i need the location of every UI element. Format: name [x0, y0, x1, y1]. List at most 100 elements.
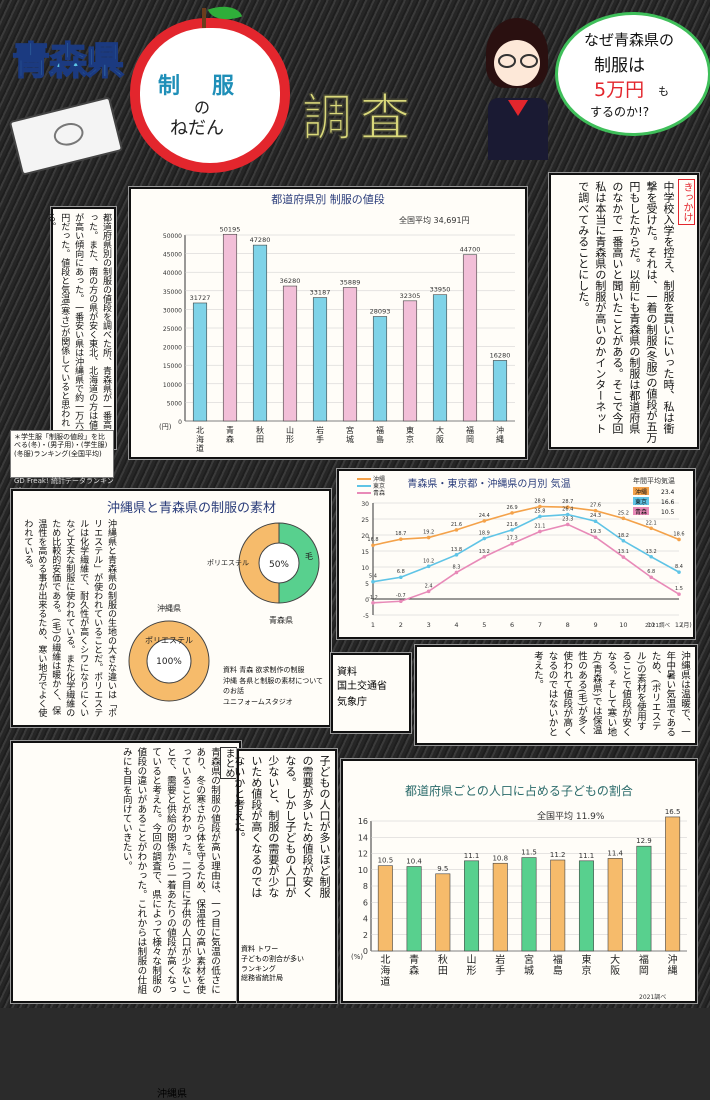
series-point	[482, 519, 487, 523]
okinawa-material: ポリエステル	[145, 636, 193, 645]
point-label: -1.2	[368, 595, 378, 601]
matome-text: 青森県の制服の値段が高い理由は、一つ目に気温の低さにあり、冬の寒さから体を守るた…	[120, 747, 220, 994]
bar-value-label: 44700	[460, 246, 481, 254]
aomori-pct: 50%	[269, 560, 289, 570]
y-tick-label: 12	[358, 850, 368, 859]
y-tick-label: 10	[358, 866, 368, 875]
point-label: 18.7	[395, 531, 406, 537]
avg-legend-name: 青森	[635, 508, 647, 516]
avg-legend-value: 23.4	[661, 489, 675, 496]
x-tick-label: 3	[427, 621, 431, 629]
bar	[435, 873, 451, 952]
series-point	[593, 535, 598, 540]
category-label: 宮城	[524, 953, 534, 977]
bar	[492, 862, 508, 952]
y-tick-label: 16	[358, 817, 368, 826]
bar	[252, 244, 268, 422]
note-price-text: 都道府県別の制服の値段を調べた所、青森県が一番高かった。また、南の方の県が安く東…	[45, 213, 111, 438]
series-point	[371, 543, 375, 548]
bar	[578, 860, 594, 952]
y-tick-label: 45000	[163, 252, 182, 259]
okinawa-name: 沖縄県	[157, 603, 181, 613]
point-label: 27.6	[590, 503, 601, 509]
series-point	[399, 575, 403, 580]
chosa-title: 調査	[301, 88, 418, 148]
material-okinawa-label: 沖縄県	[157, 1089, 187, 1100]
point-label: 25.2	[618, 510, 629, 516]
series-point	[565, 512, 570, 517]
series-point	[482, 554, 487, 559]
material-title: 沖縄県と青森県の制服の素材	[107, 501, 277, 516]
y-tick-label: 20	[361, 533, 369, 540]
y-tick-label: 20000	[163, 345, 182, 352]
y-tick-label: 0	[178, 419, 182, 426]
point-label: 26.4	[562, 507, 573, 513]
aomori-name: 青森県	[269, 615, 293, 625]
y-tick-label: 5	[365, 581, 369, 588]
series-point	[621, 516, 626, 521]
bar-value-label: 50195	[220, 225, 241, 233]
y-tick-label: 4	[363, 915, 368, 924]
okinawa-pie-hole	[146, 638, 192, 684]
series-point	[371, 601, 375, 605]
category-label: 北海道	[380, 954, 390, 988]
children-src3: ランキング	[241, 964, 276, 973]
avg-legend-swatch	[633, 507, 649, 515]
y-tick-label: 5000	[167, 400, 182, 407]
y-tick-label: 35000	[163, 289, 182, 296]
series-point	[510, 528, 514, 532]
aomori-pie-hole	[258, 542, 300, 584]
apple-title-char4: ねだん	[170, 118, 224, 139]
prefecture-title: 青森県	[11, 38, 125, 84]
point-label: 8.3	[452, 564, 460, 570]
bar-value-label: 16.5	[665, 808, 681, 816]
avg-legend-swatch	[633, 487, 649, 495]
point-label: 28.7	[562, 499, 573, 505]
point-label: 21.6	[451, 522, 462, 528]
bar	[636, 845, 652, 952]
bar	[312, 297, 328, 422]
series-point	[593, 508, 598, 513]
child-chart-avg: 全国平均 11.9%	[537, 810, 605, 822]
y-tick-label: 30000	[163, 307, 182, 314]
point-label: 28.9	[534, 499, 545, 505]
children-src4: 総務省統計局	[241, 974, 283, 983]
point-label: 18.2	[618, 533, 629, 539]
material-src1: 青森 欲求制作の制服	[239, 666, 305, 674]
bar-value-label: 31727	[190, 294, 211, 302]
child-chart-unit: (%)	[351, 953, 363, 961]
weather-source-panel: 資料 国土交通省 気象庁	[330, 652, 412, 734]
legend-label: 青森	[373, 489, 385, 497]
y-tick-label: 25	[361, 517, 369, 524]
category-label: 青森	[226, 425, 234, 444]
series-line	[372, 505, 680, 547]
series-point	[482, 536, 487, 541]
y-tick-label: 2	[363, 931, 368, 940]
temp-legend-title: 年間平均気温	[633, 476, 675, 485]
weather-src1: 国土交通省	[337, 681, 387, 692]
point-label: 19.2	[423, 530, 434, 536]
child-chart-panel: 都道府県ごとの人口に占める子どもの割合 全国平均 11.9% (%) 2021調べ 0 2…	[340, 758, 698, 1004]
note-price-panel: 都道府県別の制服の値段を調べた所、青森県が一番高かった。また、南の方の県が安く東…	[45, 206, 117, 450]
point-label: 6.8	[647, 569, 655, 575]
bar-value-label: 11.4	[607, 849, 623, 857]
series-point	[454, 553, 459, 557]
price-chart-avg: 全国平均 34,691円	[399, 215, 470, 225]
bar-value-label: 33950	[430, 286, 451, 294]
price-chart-panel: 都道府県別 制服の値段 全国平均 34,691円 (円) 0 5000 10000 1500…	[128, 186, 528, 460]
series-point	[510, 511, 514, 515]
point-label: 13.2	[646, 549, 657, 555]
point-label: 13.1	[618, 549, 629, 555]
bar	[492, 360, 508, 422]
bar	[462, 254, 478, 422]
category-label: 山形	[467, 954, 477, 977]
category-label: 秋田	[438, 953, 448, 977]
category-label: 沖縄	[668, 953, 678, 977]
apple-title-char1: 制	[158, 74, 181, 99]
child-chart-note: 2021調べ	[639, 993, 666, 1001]
y-tick-label: -5	[363, 613, 369, 620]
point-label: 10.2	[423, 558, 434, 564]
bar-value-label: 28093	[370, 307, 391, 315]
